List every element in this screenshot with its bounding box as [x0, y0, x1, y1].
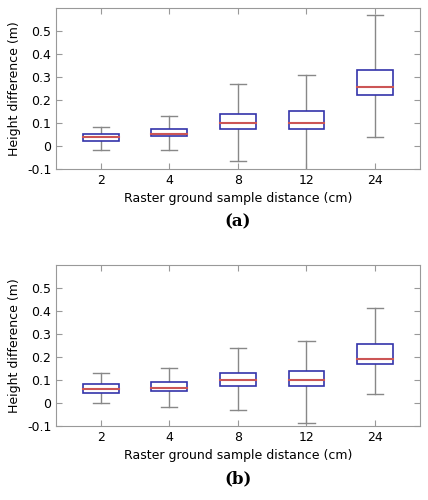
Bar [152, 128, 187, 136]
Y-axis label: Height difference (m): Height difference (m) [8, 21, 21, 156]
Bar [83, 134, 119, 141]
X-axis label: Raster ground sample distance (cm): Raster ground sample distance (cm) [124, 449, 352, 462]
Bar [288, 111, 324, 128]
Bar [220, 114, 256, 130]
Bar [357, 70, 393, 96]
X-axis label: Raster ground sample distance (cm): Raster ground sample distance (cm) [124, 192, 352, 205]
Text: (b): (b) [224, 470, 252, 488]
Bar [288, 371, 324, 386]
Bar [220, 372, 256, 386]
Y-axis label: Height difference (m): Height difference (m) [8, 278, 21, 413]
Bar [152, 382, 187, 392]
Bar [357, 344, 393, 364]
Text: (a): (a) [225, 214, 251, 230]
Bar [83, 384, 119, 393]
